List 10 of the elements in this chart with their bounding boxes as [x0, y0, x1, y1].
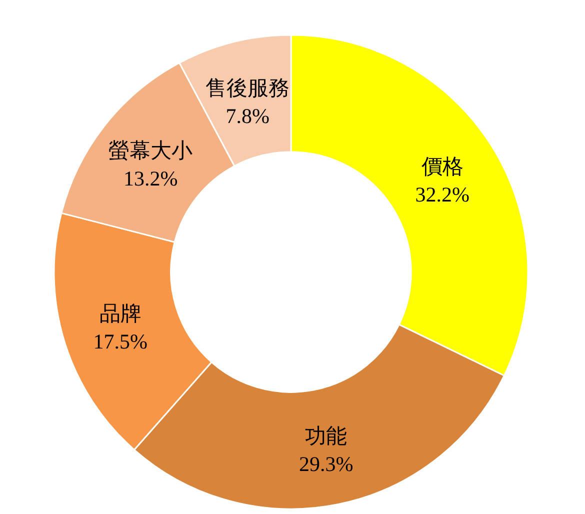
slice-label: 品牌	[99, 302, 142, 326]
slice-label: 功能	[305, 424, 348, 448]
slice-label: 價格	[421, 154, 464, 178]
slice-label: 螢幕大小	[108, 138, 193, 163]
data-label: 17.5%	[93, 330, 148, 354]
data-label: 29.3%	[298, 452, 354, 476]
data-label: 7.8%	[226, 104, 270, 128]
data-label: 32.2%	[415, 182, 470, 206]
data-label: 13.2%	[123, 166, 178, 191]
slice-label: 售後服務	[206, 76, 290, 100]
